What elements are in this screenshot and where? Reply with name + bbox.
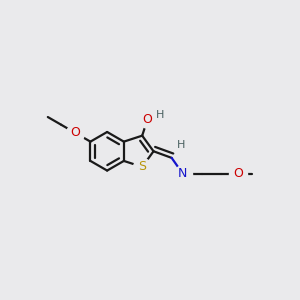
Text: H: H bbox=[177, 140, 186, 150]
Text: O: O bbox=[233, 167, 243, 180]
Text: S: S bbox=[138, 160, 146, 173]
Text: O: O bbox=[142, 113, 152, 126]
Text: H: H bbox=[156, 110, 164, 120]
Text: N: N bbox=[178, 167, 188, 180]
Text: O: O bbox=[70, 127, 80, 140]
